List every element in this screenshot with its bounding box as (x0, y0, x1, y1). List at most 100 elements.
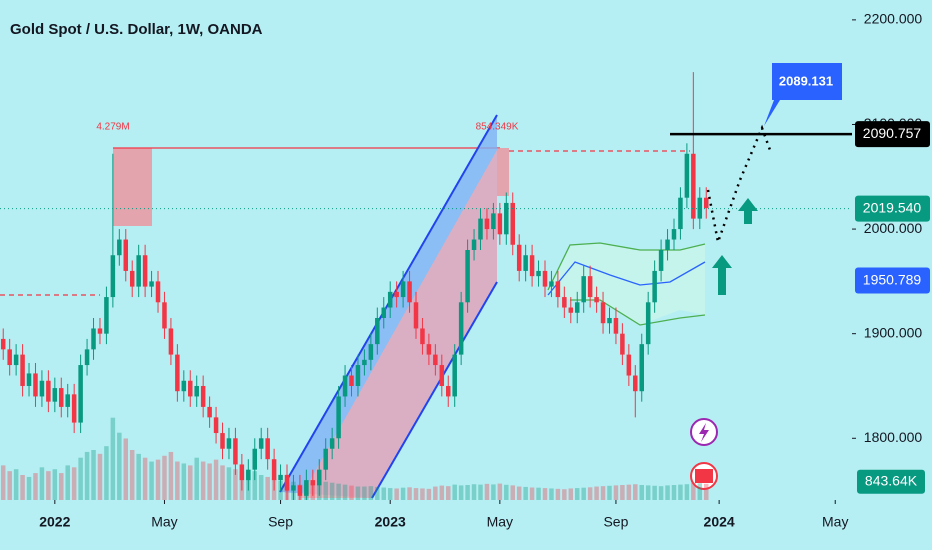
volume-bar (117, 432, 122, 500)
volume-bar (484, 483, 490, 500)
volume-bar (13, 469, 19, 500)
volume-bar (368, 486, 374, 500)
candle-body (652, 270, 657, 303)
candle-body (633, 375, 638, 392)
candle-body (426, 344, 432, 355)
volume-bar (155, 459, 161, 500)
candle-body (233, 438, 238, 465)
candle-body (703, 197, 709, 209)
volume-bar (516, 486, 522, 500)
price-tag-label: 2090.757 (863, 125, 922, 141)
candle-body (213, 417, 219, 434)
volume-bar (394, 488, 399, 500)
projection (706, 124, 772, 247)
x-tick-label: 2024 (704, 514, 735, 530)
volume-bar (226, 467, 232, 500)
y-tick-label: 1800.000 (864, 429, 923, 445)
candle-body (33, 373, 38, 397)
volume-bar (162, 455, 167, 500)
candle-body (181, 380, 187, 392)
volume-bar (355, 486, 361, 500)
volume-bar (658, 486, 664, 500)
x-tick-label: Sep (603, 514, 628, 530)
candle-body (504, 202, 509, 235)
candle-body (439, 365, 445, 386)
volume-bar (123, 438, 129, 500)
volume-bar (59, 473, 64, 500)
volume-bar (458, 485, 464, 500)
candle-body (349, 375, 354, 386)
volume-bar (420, 488, 425, 500)
volume-bar (26, 476, 32, 500)
candle-body (562, 297, 567, 308)
candle-body (136, 255, 141, 287)
candle-body (671, 229, 677, 240)
x-tick-label: May (822, 514, 848, 530)
candle-body (239, 464, 245, 481)
volume-bar (129, 450, 135, 500)
volume-bar (362, 486, 367, 500)
y-tick-label: 1900.000 (864, 324, 923, 340)
volume-bar (207, 463, 212, 500)
candle-body (200, 385, 206, 407)
volume-bar (142, 457, 148, 500)
price-tag (855, 121, 930, 148)
candle-body (497, 213, 503, 235)
volume-bar (633, 484, 638, 500)
candle-body (168, 328, 174, 355)
candle-body (665, 239, 670, 250)
candle-body (91, 328, 96, 350)
price-tag-label: 2019.540 (863, 199, 922, 215)
candle-body (104, 297, 109, 334)
candle-body (523, 255, 528, 271)
candle-body (246, 469, 251, 481)
volume-bar (65, 465, 70, 500)
candle-body (529, 255, 535, 277)
candle-body (574, 302, 580, 313)
volume-bar (104, 446, 109, 500)
candle-body (39, 380, 45, 397)
volume-bar (39, 467, 45, 500)
candle-body (258, 438, 264, 449)
volume-bar (200, 461, 206, 500)
candle-body (342, 375, 348, 397)
candle-body (639, 344, 644, 392)
candle-body (536, 270, 541, 277)
volume-bar (136, 453, 141, 500)
volume-bar (478, 484, 483, 500)
candle-body (323, 448, 328, 470)
candle-body (194, 385, 199, 397)
candle-body (678, 197, 683, 230)
volume-bar (697, 483, 703, 500)
volume-bar (555, 488, 561, 500)
volume-bar (639, 485, 644, 500)
volume-bar (549, 488, 554, 500)
candle-body (84, 349, 90, 366)
y-tick-label: 2200.000 (864, 11, 923, 27)
volume-bar (258, 475, 264, 500)
candle-body (607, 317, 612, 324)
candle-body (645, 302, 651, 345)
candle-body (413, 302, 419, 329)
candle-body (400, 281, 406, 298)
volume-bar (665, 485, 670, 500)
candle-body (97, 328, 103, 334)
candle-body (71, 394, 77, 423)
volume-bar (400, 487, 406, 500)
candle-body (52, 388, 58, 402)
candle-body (175, 354, 180, 392)
volume-bar (194, 457, 199, 500)
candle-body (465, 250, 470, 303)
candle-body (271, 459, 277, 481)
candle-body (407, 281, 412, 303)
volume-bar (562, 489, 567, 500)
candle-body (336, 396, 341, 439)
candle-body (162, 302, 167, 329)
candle-body (484, 218, 490, 230)
candle-body (510, 202, 516, 245)
volume-bar (336, 483, 341, 500)
volume-bar (678, 484, 683, 500)
candle-body (691, 153, 696, 219)
volume-bar (213, 459, 219, 500)
candle-body (542, 270, 548, 287)
